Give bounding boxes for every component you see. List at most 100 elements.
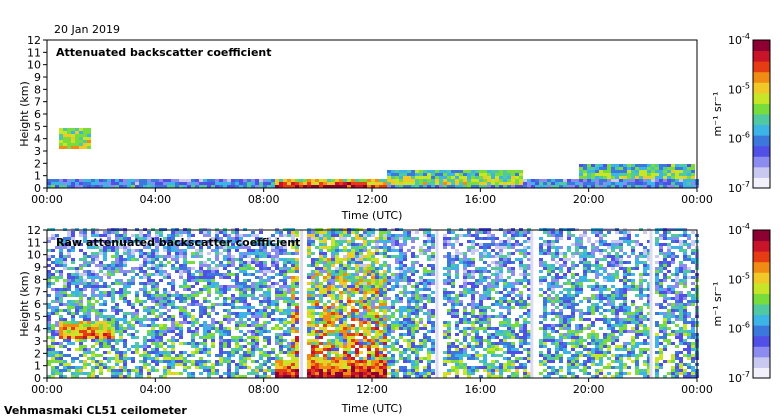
heatmap-cell (447, 240, 451, 243)
heatmap-cell (83, 363, 87, 366)
heatmap-cell (119, 261, 123, 264)
heatmap-cell (367, 318, 371, 321)
heatmap-cell (403, 267, 407, 270)
heatmap-cell (171, 185, 175, 188)
heatmap-cell (339, 240, 343, 243)
heatmap-cell (403, 375, 407, 378)
heatmap-cell (131, 333, 135, 336)
heatmap-cell (79, 137, 83, 140)
heatmap-cell (271, 372, 275, 375)
heatmap-cell (631, 173, 635, 176)
heatmap-cell (123, 351, 127, 354)
heatmap-cell (155, 360, 159, 363)
heatmap-cell (315, 348, 319, 351)
heatmap-cell (239, 345, 243, 348)
heatmap-cell (91, 282, 95, 285)
heatmap-cell (135, 234, 139, 237)
heatmap-cell (491, 363, 495, 366)
heatmap-cell (83, 351, 87, 354)
heatmap-cell (371, 246, 375, 249)
heatmap-cell (327, 351, 331, 354)
heatmap-cell (107, 339, 111, 342)
heatmap-cell (63, 285, 67, 288)
heatmap-cell (211, 369, 215, 372)
heatmap-cell (379, 342, 383, 345)
heatmap-cell (327, 288, 331, 291)
heatmap-cell (239, 306, 243, 309)
heatmap-cell (203, 231, 207, 234)
heatmap-cell (239, 255, 243, 258)
heatmap-cell (495, 375, 499, 378)
heatmap-cell (635, 185, 639, 188)
heatmap-cell (279, 234, 283, 237)
heatmap-cell (187, 285, 191, 288)
heatmap-cell (63, 146, 67, 149)
heatmap-cell (267, 306, 271, 309)
heatmap-cell (483, 270, 487, 273)
heatmap-cell (495, 279, 499, 282)
heatmap-cell (495, 185, 499, 188)
heatmap-cell (503, 264, 507, 267)
heatmap-cell (431, 339, 435, 342)
heatmap-cell (471, 309, 475, 312)
heatmap-cell (459, 243, 463, 246)
heatmap-cell (447, 185, 451, 188)
heatmap-cell (283, 312, 287, 315)
heatmap-cell (467, 321, 471, 324)
heatmap-cell (503, 300, 507, 303)
heatmap-cell (163, 182, 167, 185)
heatmap-cell (583, 170, 587, 173)
heatmap-cell (431, 309, 435, 312)
heatmap-cell (91, 333, 95, 336)
heatmap-cell (547, 273, 551, 276)
heatmap-cell (63, 324, 67, 327)
heatmap-cell (119, 372, 123, 375)
heatmap-cell (143, 179, 147, 182)
heatmap-cell (83, 270, 87, 273)
heatmap-cell (235, 297, 239, 300)
heatmap-cell (523, 182, 527, 185)
heatmap-cell (371, 315, 375, 318)
heatmap-cell (243, 303, 247, 306)
heatmap-cell (207, 179, 211, 182)
heatmap-cell (471, 300, 475, 303)
heatmap-cell (59, 342, 63, 345)
heatmap-cell (63, 366, 67, 369)
heatmap-cell (83, 285, 87, 288)
heatmap-cell (251, 351, 255, 354)
heatmap-cell (403, 291, 407, 294)
heatmap-cell (363, 237, 367, 240)
heatmap-cell (319, 342, 323, 345)
heatmap-cell (427, 246, 431, 249)
heatmap-cell (455, 345, 459, 348)
heatmap-cell (307, 354, 311, 357)
heatmap-cell (359, 252, 363, 255)
heatmap-cell (543, 369, 547, 372)
heatmap-cell (431, 321, 435, 324)
heatmap-cell (311, 288, 315, 291)
heatmap-cell (247, 249, 251, 252)
heatmap-cell (331, 357, 335, 360)
heatmap-cell (407, 375, 411, 378)
heatmap-cell (347, 315, 351, 318)
heatmap-cell (191, 240, 195, 243)
heatmap-cell (591, 164, 595, 167)
heatmap-cell (187, 243, 191, 246)
heatmap-cell (291, 357, 295, 360)
heatmap-cell (503, 231, 507, 234)
heatmap-cell (83, 318, 87, 321)
heatmap-cell (411, 173, 415, 176)
heatmap-cell (383, 273, 387, 276)
heatmap-cell (135, 318, 139, 321)
heatmap-cell (547, 357, 551, 360)
heatmap-cell (407, 234, 411, 237)
heatmap-cell (415, 173, 419, 176)
heatmap-cell (63, 240, 67, 243)
heatmap-cell (79, 288, 83, 291)
heatmap-cell (659, 179, 663, 182)
heatmap-cell (363, 312, 367, 315)
heatmap-cell (279, 345, 283, 348)
x-axis: 00:00 04:00 08:00 12:00 16:00 20:00 00:00 (31, 188, 713, 206)
heatmap-cell (487, 173, 491, 176)
heatmap-cell (331, 179, 335, 182)
